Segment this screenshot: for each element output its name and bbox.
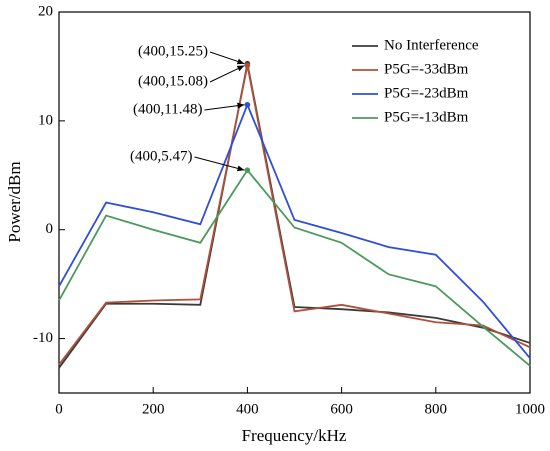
y-axis-label: Power/dBm: [5, 161, 24, 242]
annotation-arrow: [194, 156, 245, 172]
legend-label: No Interference: [384, 37, 479, 53]
annotation: (400,15.25): [138, 43, 208, 59]
y-tick-label: 0: [46, 221, 54, 237]
peak-marker: [244, 62, 251, 69]
x-tick-label: 0: [55, 401, 63, 417]
annotation: (400,15.08): [138, 73, 208, 89]
x-tick-label: 600: [330, 401, 353, 417]
plot-frame: [58, 11, 531, 394]
y-tick-label: -10: [33, 330, 53, 346]
series-line: [58, 102, 531, 359]
series-line: [58, 168, 531, 367]
annotation: (400,11.48): [133, 101, 202, 117]
peak-marker: [244, 101, 251, 108]
series-line: [58, 65, 531, 366]
annotation: (400,5.47): [130, 148, 193, 164]
x-axis-label: Frequency/kHz: [242, 426, 347, 445]
x-tick-label: 1000: [515, 401, 545, 417]
legend-label: P5G=-13dBm: [384, 109, 469, 125]
x-tick-label: 200: [142, 401, 165, 417]
annotation-arrow: [209, 51, 245, 65]
legend-label: P5G=-33dBm: [384, 61, 469, 77]
x-tick-label: 400: [236, 401, 259, 417]
annotation-arrow: [204, 102, 245, 111]
x-tick-label: 800: [425, 401, 448, 417]
annotation-arrow: [209, 65, 245, 83]
y-tick-label: 10: [38, 112, 53, 128]
legend-label: P5G=-23dBm: [384, 85, 469, 101]
y-tick-label: 20: [38, 3, 53, 19]
peak-marker: [244, 167, 251, 173]
